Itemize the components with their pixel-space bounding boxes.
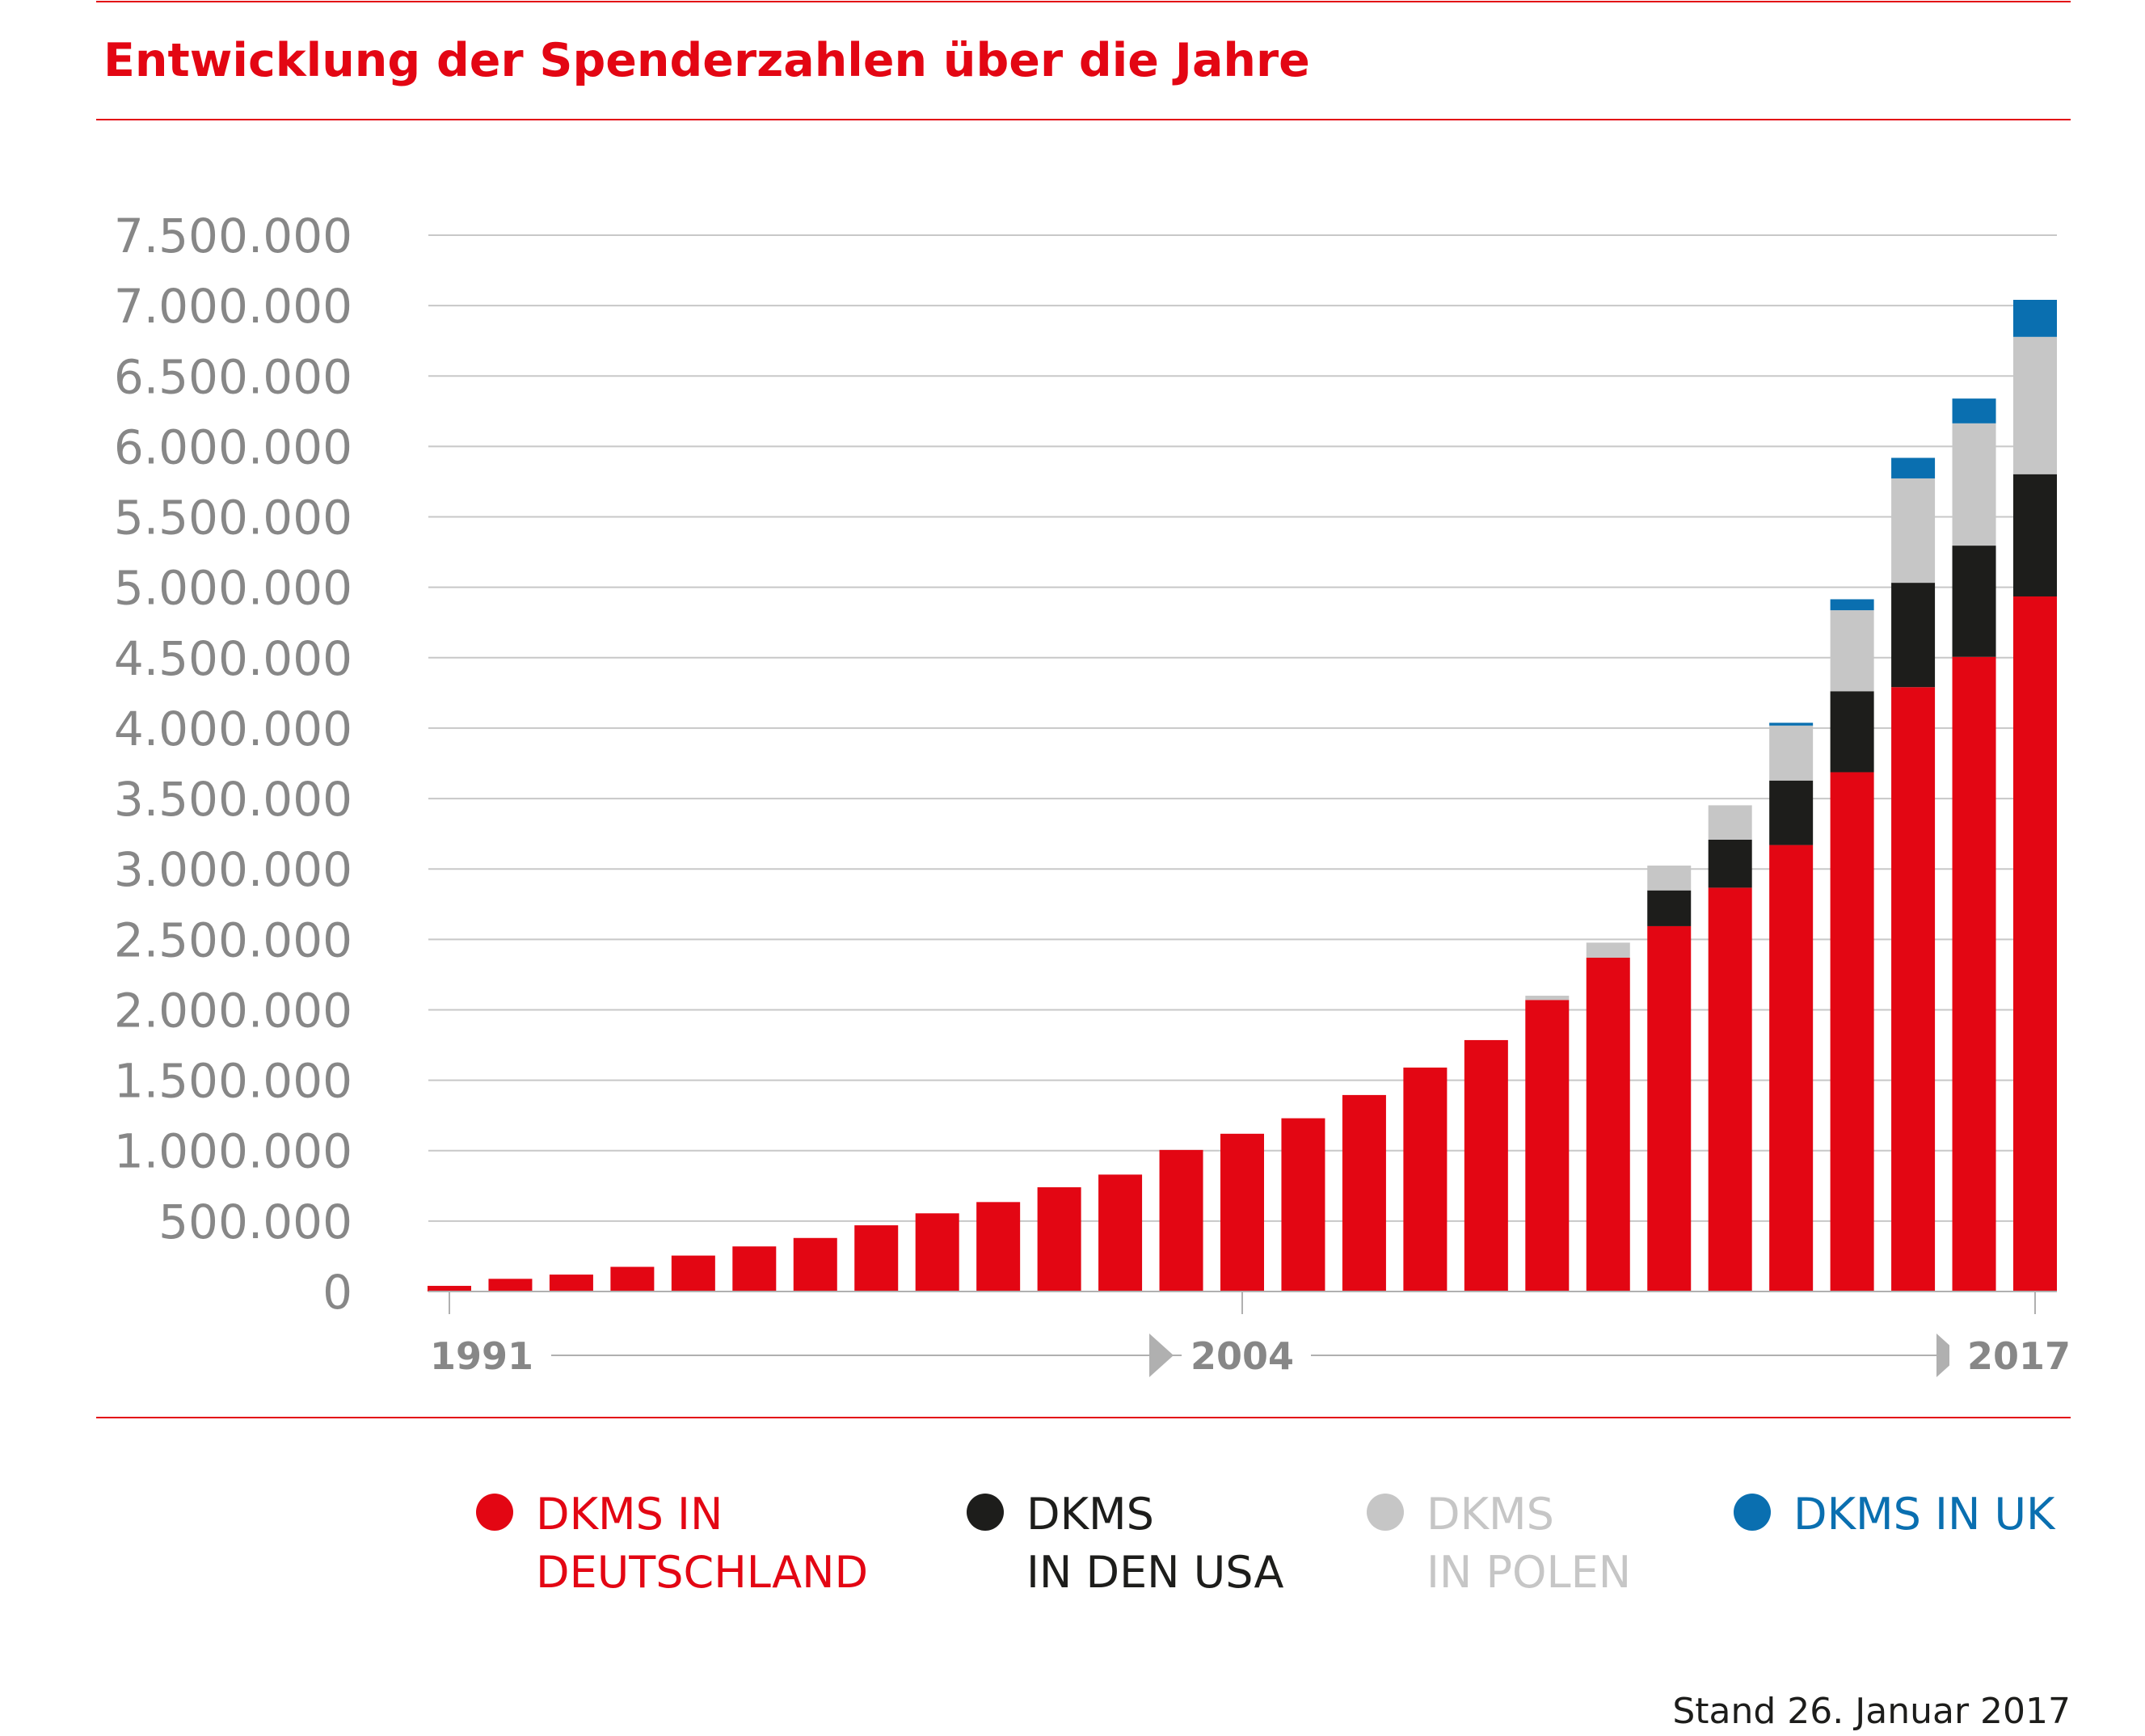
bar-segment xyxy=(1342,1094,1386,1291)
bar-segment xyxy=(1952,656,1996,1291)
bar-segment xyxy=(1769,723,1814,726)
bar-segment xyxy=(1037,1187,1081,1291)
x-tick-label: 2017 xyxy=(1967,1334,2071,1378)
legend-label-line: DKMS IN xyxy=(536,1489,723,1540)
bar-segment xyxy=(1586,942,1630,958)
bar-segment xyxy=(1952,423,1996,546)
y-tick-label: 3.000.000 xyxy=(114,842,352,897)
bar-segment xyxy=(1830,772,1874,1291)
legend-label: DKMS IN DEN USA xyxy=(1026,1489,1284,1598)
bar-segment xyxy=(1769,725,1814,781)
bar-segment xyxy=(1159,1149,1203,1291)
bar-segment xyxy=(1647,890,1692,926)
bar-segment xyxy=(1403,1067,1448,1291)
legend-swatch xyxy=(476,1494,513,1531)
bar-segment xyxy=(1647,925,1692,1291)
bar-segment xyxy=(854,1225,899,1291)
legend-label: DKMS IN DEUTSCHLAND xyxy=(536,1489,868,1598)
y-tick-label: 3.500.000 xyxy=(114,772,352,827)
x-axis-arrow xyxy=(1149,1334,1174,1377)
bar-segment xyxy=(1769,845,1814,1291)
bar-segment xyxy=(1952,546,1996,657)
bar-segment xyxy=(1708,887,1752,1291)
legend-label-line: DKMS IN UK xyxy=(1793,1489,2056,1540)
y-tick-label: 5.000.000 xyxy=(114,561,352,616)
x-label-bg xyxy=(1182,1334,1311,1378)
bar-segment xyxy=(732,1246,777,1291)
chart-title: Entwicklung der Spenderzahlen über die J… xyxy=(103,34,1310,87)
bar-segment xyxy=(1952,398,1996,423)
y-tick-label: 1.000.000 xyxy=(114,1124,352,1179)
bar-segment xyxy=(1525,1000,1570,1291)
bar-segment xyxy=(1830,599,1874,611)
y-tick-label: 6.000.000 xyxy=(114,419,352,474)
bar-segment xyxy=(915,1213,959,1291)
bar-segment xyxy=(1647,866,1692,891)
bar-segment xyxy=(671,1255,715,1291)
y-tick-label: 5.500.000 xyxy=(114,491,352,546)
y-tick-label: 500.000 xyxy=(158,1195,352,1249)
legend-swatch xyxy=(967,1494,1004,1531)
bar-segment xyxy=(1098,1174,1143,1291)
legend-label-line: DKMS xyxy=(1026,1489,1154,1540)
bar-segment xyxy=(1891,457,1936,478)
x-label-bg xyxy=(1949,1334,2079,1378)
bar-segment xyxy=(2013,299,2057,337)
legend-swatch xyxy=(1734,1494,1771,1531)
bar-segment xyxy=(2013,596,2057,1291)
bar-segment xyxy=(1830,610,1874,692)
bar-segment xyxy=(428,1286,471,1291)
legend-label-line: IN POLEN xyxy=(1426,1547,1631,1598)
bar-segment xyxy=(793,1237,837,1291)
y-tick-label: 1.500.000 xyxy=(114,1054,352,1109)
y-tick-label: 2.000.000 xyxy=(114,983,352,1038)
bar-segment xyxy=(976,1202,1021,1291)
bar-segment xyxy=(1464,1039,1508,1291)
bar-segment xyxy=(1586,957,1630,1291)
bar-segment xyxy=(1708,839,1752,888)
footnote: Stand 26. Januar 2017 xyxy=(1672,1691,2071,1732)
legend-label: DKMS IN UK xyxy=(1793,1489,2056,1540)
legend-label: DKMS IN POLEN xyxy=(1426,1489,1631,1598)
x-tick-label: 1991 xyxy=(430,1334,533,1378)
y-tick-label: 4.500.000 xyxy=(114,631,352,686)
y-tick-label: 0 xyxy=(322,1265,352,1320)
bar-segment xyxy=(1830,691,1874,773)
bar-segment xyxy=(1891,478,1936,584)
bar-segment xyxy=(1708,805,1752,840)
x-tick-label: 2004 xyxy=(1190,1334,1294,1378)
y-tick-label: 4.000.000 xyxy=(114,702,352,756)
bar-segment xyxy=(1525,996,1570,1001)
x-label-bg xyxy=(422,1334,551,1378)
y-tick-label: 6.500.000 xyxy=(114,349,352,404)
y-tick-label: 2.500.000 xyxy=(114,912,352,967)
y-tick-label: 7.500.000 xyxy=(114,209,352,263)
y-tick-label: 7.000.000 xyxy=(114,279,352,334)
legend-swatch xyxy=(1367,1494,1404,1531)
bar-segment xyxy=(549,1275,593,1291)
x-axis-arrow xyxy=(1936,1334,1961,1377)
bar-segment xyxy=(1891,687,1936,1291)
bar-segment xyxy=(1281,1118,1325,1291)
bar-segment xyxy=(2013,474,2057,596)
legend-label-line: DKMS xyxy=(1426,1489,1554,1540)
bar-segment xyxy=(1769,780,1814,845)
legend-label-line: DEUTSCHLAND xyxy=(536,1547,868,1598)
bar-segment xyxy=(488,1279,533,1291)
legend-label-line: IN DEN USA xyxy=(1026,1547,1284,1598)
bar-segment xyxy=(1891,583,1936,688)
bar-segment xyxy=(1220,1133,1264,1291)
bar-segment xyxy=(2013,336,2057,474)
bar-segment xyxy=(610,1266,655,1291)
